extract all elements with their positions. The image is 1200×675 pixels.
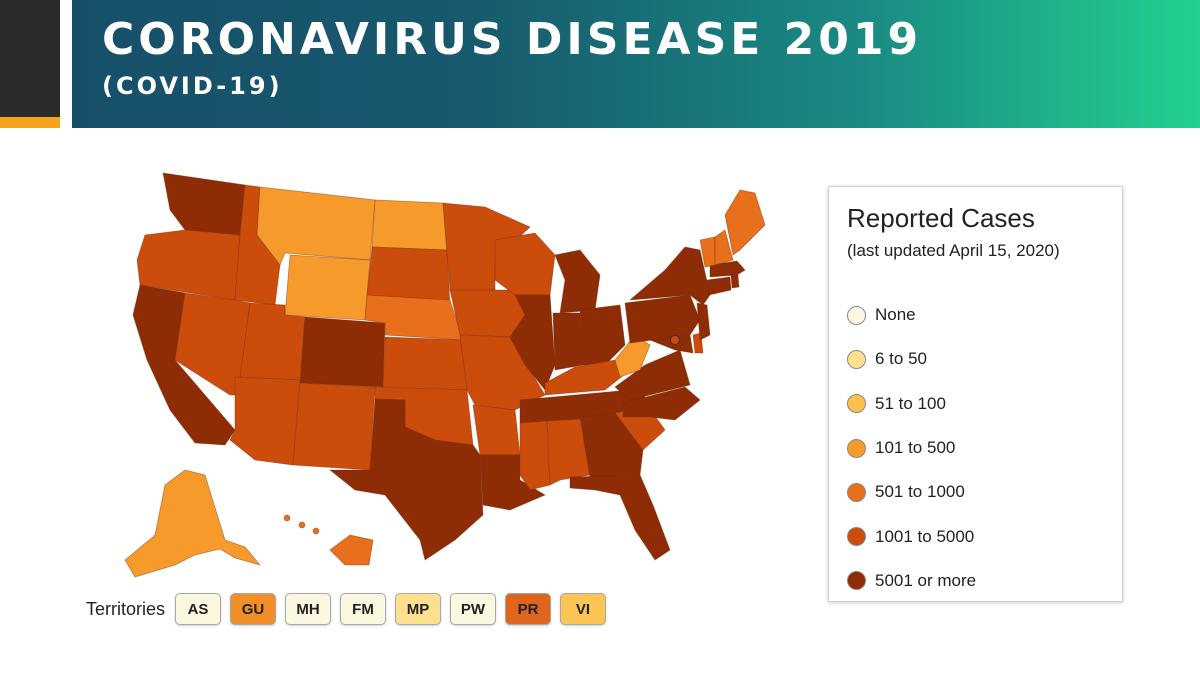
page-subtitle: (COVID-19)	[102, 72, 283, 100]
territory-as-button[interactable]: AS	[175, 593, 222, 625]
us-map	[75, 155, 775, 585]
hawaii-island-small-1	[283, 514, 291, 522]
legend-item-1001-5000: 1001 to 5000	[847, 514, 976, 558]
state-hi[interactable]	[329, 534, 374, 566]
state-co[interactable]	[299, 316, 386, 388]
legend-item-none: None	[847, 293, 976, 337]
hawaii-island-small-3	[312, 527, 320, 535]
territory-mp-button[interactable]: MP	[395, 593, 442, 625]
state-ar[interactable]	[472, 404, 521, 456]
state-ak[interactable]	[124, 469, 262, 578]
state-nm[interactable]	[292, 382, 376, 471]
state-mt[interactable]	[256, 186, 376, 266]
legend-item-501-1000: 501 to 1000	[847, 470, 976, 514]
territory-pw-button[interactable]: PW	[450, 593, 497, 625]
legend-item-6-50: 6 to 50	[847, 337, 976, 381]
legend-swatch-6-50	[847, 349, 866, 369]
state-nh[interactable]	[714, 229, 734, 266]
legend-swatch-501-1000	[847, 482, 866, 502]
state-ma[interactable]	[709, 260, 746, 278]
legend-item-5001-plus: 5001 or more	[847, 559, 976, 603]
legend-label: 51 to 100	[875, 393, 946, 413]
us-map-svg	[124, 172, 766, 578]
header-banner: CORONAVIRUS DISEASE 2019 (COVID-19)	[72, 0, 1200, 128]
state-mi[interactable]	[554, 249, 601, 314]
legend-items: None 6 to 50 51 to 100 101 to 500 501 to…	[847, 293, 976, 603]
territory-fm-button[interactable]: FM	[340, 593, 387, 625]
territories-label: Territories	[86, 598, 166, 619]
state-fl[interactable]	[569, 474, 671, 561]
territories-row: Territories AS GU MH FM MP PW PR VI	[86, 592, 615, 626]
state-il[interactable]	[509, 294, 556, 391]
state-ga[interactable]	[579, 412, 644, 478]
state-pa[interactable]	[624, 294, 701, 344]
state-in[interactable]	[552, 312, 584, 371]
state-oh[interactable]	[579, 304, 626, 366]
corner-accent-bar	[0, 117, 60, 128]
state-wy[interactable]	[284, 254, 371, 321]
state-wi[interactable]	[494, 232, 556, 296]
state-ny[interactable]	[628, 246, 711, 306]
legend-item-101-500: 101 to 500	[847, 426, 976, 470]
legend-label: 6 to 50	[875, 349, 927, 369]
legend-swatch-1001-5000	[847, 527, 866, 547]
legend-label: 5001 or more	[875, 570, 977, 590]
legend-label: 101 to 500	[875, 438, 956, 458]
legend-swatch-5001-plus	[847, 571, 866, 591]
legend-swatch-none	[847, 305, 866, 325]
legend-panel: Reported Cases (last updated April 15, 2…	[828, 186, 1123, 602]
dc-marker[interactable]	[670, 335, 680, 345]
territory-gu-button[interactable]: GU	[230, 593, 277, 625]
hawaii-island-small-2	[298, 521, 306, 529]
state-ri[interactable]	[730, 274, 740, 289]
legend-title: Reported Cases	[847, 203, 1035, 233]
state-nj[interactable]	[696, 302, 711, 341]
state-az[interactable]	[229, 376, 301, 466]
state-ne[interactable]	[364, 294, 464, 341]
state-ia[interactable]	[449, 289, 526, 338]
state-me[interactable]	[724, 189, 766, 256]
legend-item-51-100: 51 to 100	[847, 382, 976, 426]
state-ms[interactable]	[519, 420, 551, 491]
state-nd[interactable]	[371, 199, 448, 251]
legend-subtitle: (last updated April 15, 2020)	[847, 241, 1060, 260]
legend-swatch-51-100	[847, 394, 866, 414]
page-title: CORONAVIRUS DISEASE 2019	[102, 14, 923, 65]
territory-vi-button[interactable]: VI	[560, 593, 607, 625]
state-nc[interactable]	[622, 386, 701, 421]
state-ct[interactable]	[706, 276, 732, 296]
legend-label: None	[875, 305, 916, 325]
territory-pr-button[interactable]: PR	[505, 593, 552, 625]
territory-mh-button[interactable]: MH	[285, 593, 332, 625]
state-tx[interactable]	[328, 398, 484, 561]
legend-label: 501 to 1000	[875, 482, 965, 502]
legend-swatch-101-500	[847, 438, 866, 458]
state-wa[interactable]	[162, 172, 246, 236]
legend-label: 1001 to 5000	[875, 526, 975, 546]
state-ks[interactable]	[382, 336, 468, 391]
corner-block	[0, 0, 60, 117]
